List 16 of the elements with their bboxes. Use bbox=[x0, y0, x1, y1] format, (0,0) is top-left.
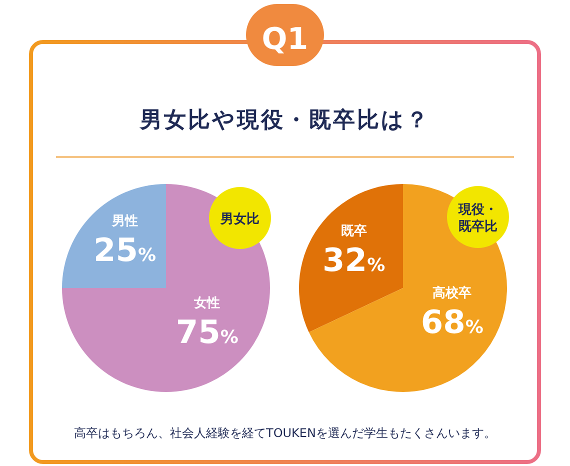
text: 高卒はもちろん、社会人経験を経てTOUKENを選んだ学生もたくさんいます。 bbox=[74, 426, 496, 440]
pie-slice bbox=[62, 184, 270, 392]
text: Q1 bbox=[262, 22, 308, 57]
data-label: 32% bbox=[322, 240, 386, 279]
slice-label: 男性 bbox=[110, 214, 138, 229]
data-label: 75% bbox=[176, 313, 238, 352]
pie-slice bbox=[299, 184, 403, 332]
text: 男女比や現役・既卒比は？ bbox=[139, 107, 430, 133]
data-label: 68% bbox=[420, 303, 484, 342]
slice-label: 既卒 bbox=[340, 222, 367, 239]
pie-slice bbox=[62, 184, 166, 288]
text: 現役・既卒比 bbox=[458, 202, 498, 234]
slice-label: 高校卒 bbox=[432, 285, 472, 302]
text: 男女比 bbox=[220, 212, 260, 227]
data-label: 25% bbox=[94, 230, 156, 269]
slice-label: 女性 bbox=[193, 296, 220, 312]
